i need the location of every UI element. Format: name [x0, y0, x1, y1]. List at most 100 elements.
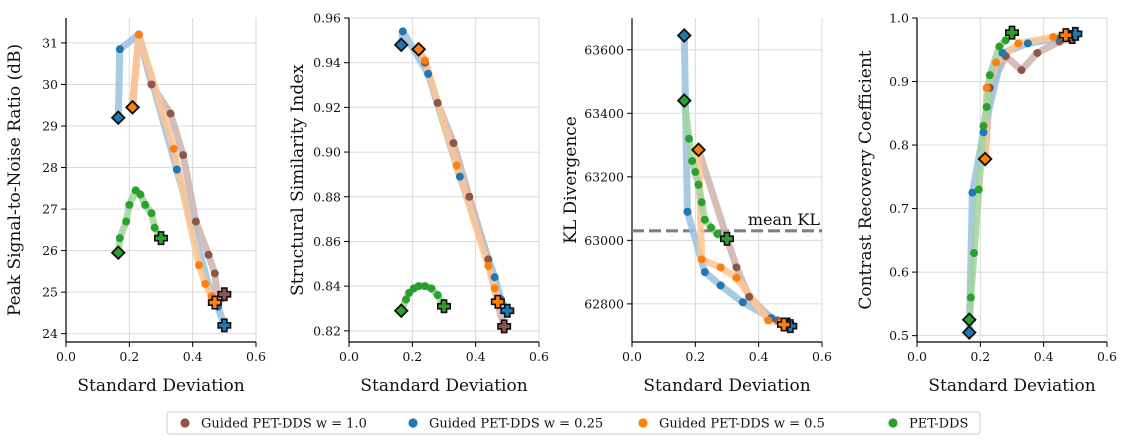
- series-line-pet-dds: [680, 97, 731, 243]
- end-point-plus-guided-pet-dds-w-0-5: [207, 295, 222, 310]
- x-tick-label: 0.4: [1034, 349, 1054, 364]
- y-tick-label: 31: [42, 35, 58, 50]
- data-point-pet-dds: [427, 284, 436, 293]
- end-point-plus-guided-pet-dds-w-0-25: [217, 318, 232, 333]
- data-point-guided-pet-dds-w-1-0: [465, 192, 474, 201]
- subplot-2: 0.0 0.2 0.4 0.6 0.82 0.84 0.86 0.88 0.90 0.92 0.94…: [288, 11, 549, 397]
- legend-marker: [180, 418, 190, 428]
- y-tick-label: 28: [42, 160, 58, 175]
- end-point-plus-guided-pet-dds-w-1-0: [497, 319, 512, 334]
- end-point-plus-pet-dds: [154, 231, 168, 246]
- x-tick-label: 0.0: [622, 349, 642, 364]
- data-point-pet-dds: [150, 223, 159, 232]
- data-point-guided-pet-dds-w-0-5: [169, 144, 178, 153]
- y-tick-label: 30: [42, 77, 58, 92]
- data-point-pet-dds: [713, 230, 722, 238]
- y-axis-title: KL Divergence: [561, 116, 581, 244]
- x-tick-label: 0.4: [749, 349, 769, 364]
- y-tick-label: 0.5: [889, 328, 909, 343]
- x-tick-label: 0.4: [183, 349, 203, 364]
- data-point-pet-dds: [115, 234, 124, 243]
- subplot-1: 0.0 0.2 0.4 0.6 24 25 26 27 28 29 30 31 Standard Dev…: [5, 18, 266, 396]
- x-tick-label: 0.2: [119, 349, 139, 364]
- data-point-pet-dds: [1001, 36, 1010, 45]
- y-tick-label: 1.0: [889, 11, 909, 26]
- data-point-guided-pet-dds-w-0-25: [700, 268, 709, 277]
- data-point-pet-dds: [688, 156, 697, 165]
- data-point-guided-pet-dds-w-0-25: [455, 172, 464, 181]
- y-axis-title: Peak Signal-to-Noise Ratio (dB): [5, 44, 25, 316]
- data-point-guided-pet-dds-w-1-0: [179, 151, 188, 160]
- legend-marker: [638, 418, 648, 428]
- x-tick-label: 0.2: [685, 349, 705, 364]
- start-point-diamond-pet-dds: [393, 303, 409, 319]
- x-axis-title: Standard Deviation: [928, 376, 1095, 396]
- x-tick-label: 0.0: [339, 349, 359, 364]
- data-point-guided-pet-dds-w-0-5: [490, 284, 499, 293]
- data-point-pet-dds: [402, 295, 410, 304]
- legend-item-guided-pet-dds-w-1-0: Guided PET-DDS w = 1.0: [180, 417, 367, 432]
- data-point-guided-pet-dds-w-0-5: [716, 263, 725, 272]
- y-tick-label: 0.86: [313, 234, 341, 249]
- data-point-pet-dds: [421, 282, 429, 291]
- y-tick-label: 0.9: [889, 74, 909, 89]
- data-point-guided-pet-dds-w-0-5: [421, 56, 429, 65]
- y-axis-title: Contrast Recovery Coefficient: [856, 50, 876, 309]
- y-tick-label: 0.92: [313, 100, 341, 115]
- data-point-guided-pet-dds-w-1-0: [1033, 48, 1042, 57]
- subplot-4: 0.0 0.2 0.4 0.6 0.5 0.6 0.7 0.8 0.9 1.0 Standard D…: [856, 11, 1117, 397]
- data-point-pet-dds: [982, 102, 991, 111]
- data-point-pet-dds: [694, 180, 703, 189]
- start-point-diamond-guided-pet-dds-w-0-5: [125, 99, 140, 115]
- data-point-pet-dds: [125, 200, 134, 209]
- data-point-guided-pet-dds-w-1-0: [191, 217, 200, 226]
- data-point-guided-pet-dds-w-0-25: [1023, 39, 1032, 48]
- data-point-guided-pet-dds-w-1-0: [204, 250, 213, 259]
- data-point-guided-pet-dds-w-0-5: [992, 58, 1001, 67]
- x-tick-label: 0.6: [246, 349, 266, 364]
- data-point-guided-pet-dds-w-0-25: [738, 298, 747, 307]
- data-point-guided-pet-dds-w-0-5: [195, 261, 203, 270]
- start-point-diamond-pet-dds: [676, 93, 692, 109]
- start-point-diamond-guided-pet-dds-w-0-25: [961, 324, 977, 340]
- start-point-diamond-guided-pet-dds-w-0-25: [110, 110, 126, 126]
- y-tick-label: 0.88: [313, 189, 341, 204]
- data-point-pet-dds: [707, 223, 716, 232]
- data-point-guided-pet-dds-w-1-0: [433, 98, 442, 107]
- legend-item-pet-dds: PET-DDS: [888, 417, 968, 432]
- data-point-guided-pet-dds-w-0-25: [398, 27, 407, 36]
- data-point-guided-pet-dds-w-0-25: [683, 207, 692, 216]
- x-tick-label: 0.0: [56, 349, 76, 364]
- end-point-plus-guided-pet-dds-w-1-0: [217, 287, 232, 302]
- y-tick-label: 63000: [584, 233, 624, 248]
- data-point-guided-pet-dds-w-1-0: [484, 255, 493, 264]
- y-tick-label: 29: [42, 119, 58, 134]
- data-point-pet-dds: [985, 71, 994, 80]
- y-tick-label: 25: [42, 285, 58, 300]
- subplot-3: 0.0 0.2 0.4 0.6 62800 63000 63200 63400 63600 Sta…: [561, 18, 832, 396]
- data-point-guided-pet-dds-w-0-5: [134, 30, 143, 39]
- x-tick-label: 0.6: [812, 349, 832, 364]
- data-point-pet-dds: [147, 209, 156, 218]
- end-point-plus-guided-pet-dds-w-0-5: [1058, 28, 1073, 43]
- y-tick-label: 0.90: [313, 145, 341, 160]
- data-point-guided-pet-dds-w-1-0: [166, 109, 175, 118]
- data-point-pet-dds: [970, 249, 978, 258]
- data-point-guided-pet-dds-w-1-0: [210, 269, 219, 278]
- data-point-guided-pet-dds-w-0-5: [1049, 33, 1058, 42]
- start-point-diamond-guided-pet-dds-w-0-5: [411, 41, 427, 57]
- data-point-guided-pet-dds-w-0-5: [452, 161, 461, 170]
- y-tick-label: 24: [42, 326, 58, 341]
- data-point-pet-dds: [414, 282, 423, 291]
- x-axis-title: Standard Deviation: [643, 376, 810, 396]
- x-axis-title: Standard Deviation: [77, 376, 244, 396]
- legend-marker: [408, 418, 418, 428]
- y-tick-label: 0.96: [313, 11, 341, 26]
- y-tick-label: 63400: [584, 106, 624, 121]
- legend: Guided PET-DDS w = 1.0 Guided PET-DDS w =…: [166, 411, 981, 435]
- data-point-pet-dds: [697, 198, 706, 207]
- y-tick-label: 0.8: [889, 138, 909, 153]
- mean-kl-label: mean KL: [748, 210, 821, 229]
- data-point-guided-pet-dds-w-0-5: [484, 262, 493, 271]
- y-tick-label: 0.6: [889, 265, 909, 280]
